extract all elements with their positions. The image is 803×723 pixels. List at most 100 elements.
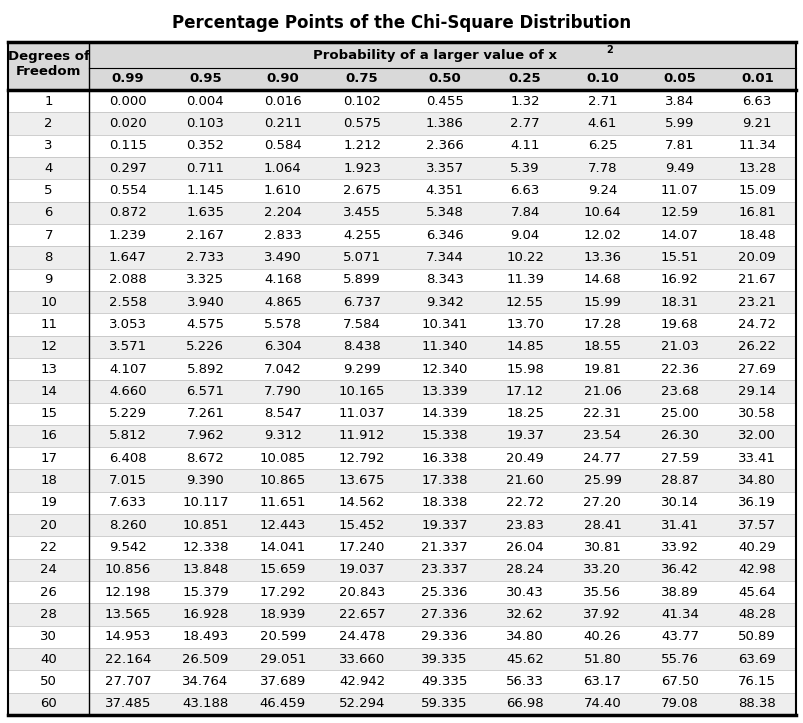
Text: 12.792: 12.792 [338,452,385,465]
Text: 0.99: 0.99 [112,72,144,85]
Text: 74.40: 74.40 [583,698,621,710]
Text: 19.037: 19.037 [339,563,385,576]
Text: 0.90: 0.90 [266,72,299,85]
Text: 0.455: 0.455 [425,95,463,108]
Text: 20: 20 [40,519,57,532]
Text: 23.68: 23.68 [660,385,698,398]
Text: 31.41: 31.41 [660,519,698,532]
Text: 34.80: 34.80 [737,474,775,487]
Text: 10.865: 10.865 [259,474,305,487]
Bar [8,604,795,625]
Text: 2.558: 2.558 [109,296,147,309]
Text: 0.25: 0.25 [508,72,540,85]
Text: 40.29: 40.29 [737,541,775,554]
Text: 51.80: 51.80 [583,653,621,666]
Text: 2: 2 [44,117,53,130]
Text: 16.81: 16.81 [737,206,775,219]
Text: 18.48: 18.48 [737,228,775,241]
Text: 14.953: 14.953 [104,630,151,643]
Text: 43.77: 43.77 [660,630,698,643]
Text: 59.335: 59.335 [421,698,467,710]
Text: Percentage Points of the Chi-Square Distribution: Percentage Points of the Chi-Square Dist… [172,14,631,32]
Text: 42.942: 42.942 [339,675,385,688]
Text: 79.08: 79.08 [660,698,698,710]
Text: 2: 2 [605,45,612,55]
Text: 2.167: 2.167 [186,228,224,241]
Text: 63.17: 63.17 [583,675,621,688]
Text: 13.28: 13.28 [737,162,776,175]
Text: 37.57: 37.57 [737,519,776,532]
Text: 8.438: 8.438 [343,341,381,354]
Text: 27.20: 27.20 [583,497,621,510]
Text: 8.672: 8.672 [186,452,224,465]
Text: 5.899: 5.899 [343,273,381,286]
Text: 29.336: 29.336 [421,630,467,643]
Text: 0.584: 0.584 [263,140,301,153]
Text: 3.571: 3.571 [108,341,147,354]
Text: 10.085: 10.085 [259,452,305,465]
Text: Freedom: Freedom [16,65,81,78]
Text: 39.335: 39.335 [421,653,467,666]
Text: 1.647: 1.647 [109,251,147,264]
Text: 19.68: 19.68 [660,318,698,331]
Text: 7.633: 7.633 [109,497,147,510]
Text: 2.833: 2.833 [263,228,301,241]
Text: 32.00: 32.00 [737,429,775,442]
Text: 2.088: 2.088 [109,273,147,286]
Text: 22.72: 22.72 [505,497,544,510]
Text: 7.344: 7.344 [425,251,463,264]
Bar [8,648,795,670]
Text: 25.99: 25.99 [583,474,621,487]
Text: 63.69: 63.69 [737,653,775,666]
Text: 50.89: 50.89 [737,630,775,643]
Text: Degrees of: Degrees of [8,50,89,63]
Text: 27.336: 27.336 [421,608,467,621]
Text: 4.351: 4.351 [425,184,463,197]
Text: 15.98: 15.98 [506,362,544,375]
Text: 0.711: 0.711 [186,162,224,175]
Text: 1.635: 1.635 [186,206,224,219]
Bar [8,380,795,403]
Text: 26: 26 [40,586,57,599]
Text: 40.26: 40.26 [583,630,621,643]
Text: 20.599: 20.599 [259,630,305,643]
Text: 52.294: 52.294 [339,698,385,710]
Text: 7.81: 7.81 [664,140,694,153]
Text: 10.117: 10.117 [182,497,228,510]
Text: 67.50: 67.50 [660,675,698,688]
Text: 18.338: 18.338 [421,497,467,510]
Text: 50: 50 [40,675,57,688]
Text: 22: 22 [40,541,57,554]
Text: 8.260: 8.260 [109,519,147,532]
Text: 7.042: 7.042 [263,362,301,375]
Text: 24.478: 24.478 [339,630,385,643]
Text: 11.39: 11.39 [505,273,544,286]
Text: 0.95: 0.95 [189,72,222,85]
Text: 88.38: 88.38 [737,698,775,710]
Text: 7.84: 7.84 [510,206,539,219]
Bar [8,335,795,358]
Text: 5.812: 5.812 [109,429,147,442]
Text: 23.21: 23.21 [737,296,776,309]
Text: 21.60: 21.60 [506,474,544,487]
Text: 1.212: 1.212 [343,140,381,153]
Text: 30.43: 30.43 [506,586,544,599]
Bar [8,469,795,492]
Text: 13.36: 13.36 [583,251,621,264]
Text: 36.19: 36.19 [737,497,775,510]
Text: 12.02: 12.02 [583,228,621,241]
Text: 36.42: 36.42 [660,563,698,576]
Text: 27.69: 27.69 [737,362,775,375]
Text: 6.408: 6.408 [109,452,147,465]
Text: 16: 16 [40,429,57,442]
Text: 15.452: 15.452 [338,519,385,532]
Bar [8,693,795,715]
Text: 10.64: 10.64 [583,206,621,219]
Text: 29.14: 29.14 [737,385,775,398]
Text: 15.379: 15.379 [182,586,228,599]
Text: 5.229: 5.229 [109,407,147,420]
Text: 0.10: 0.10 [585,72,618,85]
Text: 76.15: 76.15 [737,675,776,688]
Text: 49.335: 49.335 [421,675,467,688]
Text: 33.41: 33.41 [737,452,776,465]
